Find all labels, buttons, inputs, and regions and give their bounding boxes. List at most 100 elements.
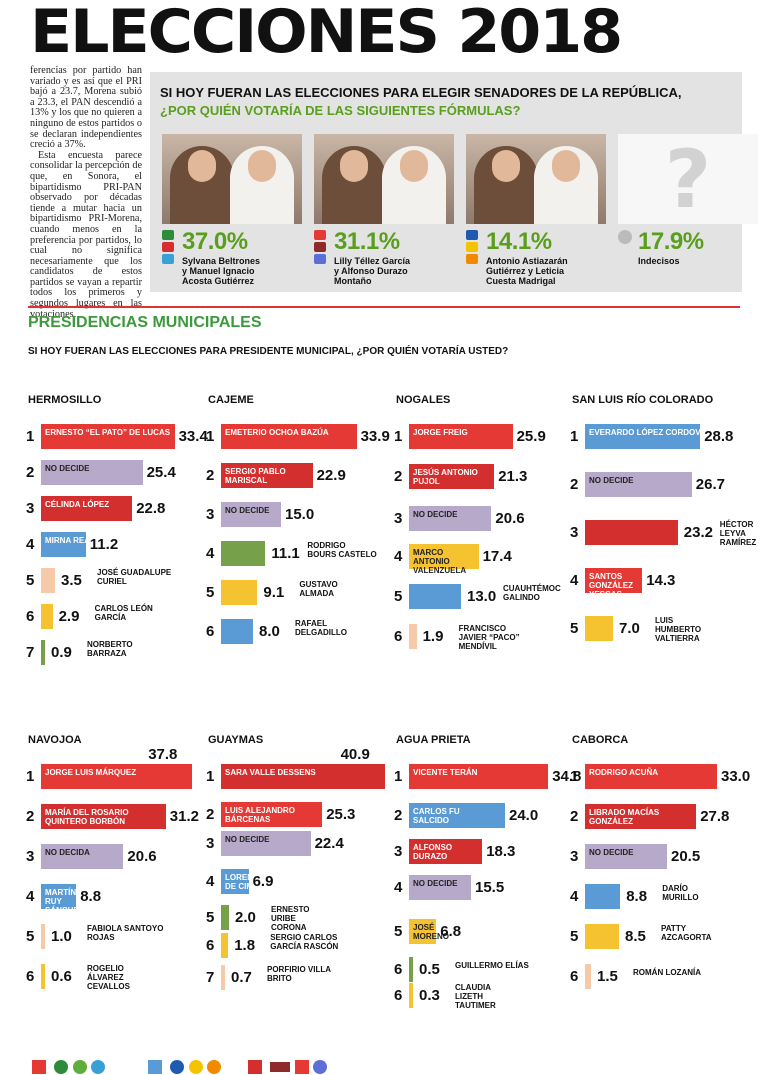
chart-entry: 3 NO DECIDE 15.0 [206,490,388,530]
value-label: 11.2 [89,536,119,553]
bar: SARA VALLE DESSENS [221,764,385,789]
bar [409,957,413,982]
value-label: 1.5 [597,968,618,985]
chart-entry: 4 8.8 DARÍO MURILLO [570,872,752,912]
legend-swatch-red [32,1059,46,1074]
rank-number: 6 [206,937,215,954]
chart-entry: 5 JOSÉ MORENO 6.8 [394,907,576,947]
bar: MARCO ANTONIO VALENZUELA [409,544,479,575]
candidate-name-line: Acosta Gutiérrez [182,276,255,286]
value-label: 11.1 [271,545,300,562]
chart-entry: 3 NO DECIDA 20.6 [26,832,208,872]
value-label: 22.8 [136,500,166,517]
candidate-name-line: Indecisos [638,256,680,266]
rank-number: 2 [26,808,35,825]
bar: NO DECIDE [585,844,667,869]
candidate-label: FRANCISCO JAVIER “PACO” MENDÍVIL [458,624,520,651]
bar-label: JORGE LUIS MÁRQUEZ [45,768,137,777]
chart-entry: 4 MARCO ANTONIO VALENZUELA 17.4 [394,532,576,575]
bar: ALFONSO DURAZO [409,839,483,864]
chart-entry: 2 MARÍA DEL ROSARIO QUINTERO BORBÓN 31.2 [26,792,208,832]
value-label: 17.4 [482,548,512,565]
candidate-names: Lilly Téllez García y Alfonso Durazo Monta… [334,256,410,286]
candidate-name-line: Cuesta Madrigal [486,276,556,286]
section-title: PRESIDENCIAS MUNICIPALES [28,314,262,331]
value-label: 22.9 [316,467,346,484]
bar [221,933,229,958]
value-label: 25.3 [326,806,356,823]
candidate-name-line: Gutiérrez y Leticia [486,266,565,276]
bar: EVERARDO LÓPEZ CORDOVA [585,424,706,449]
candidate-name-line: Sylvana Beltrones [182,256,261,266]
value-label: 1.8 [234,937,256,954]
party-logo-icon [314,254,326,264]
rank-number: 6 [394,961,403,978]
bar: MARTÍN RUY SÁNCHEZ [41,884,84,915]
rank-number: 6 [394,628,403,645]
value-label: 0.9 [51,644,72,661]
bar [585,520,678,545]
rank-number: 2 [26,464,35,481]
city-name: CABORCA [572,734,629,746]
candidate-name-line: y Manuel Ignacio [182,266,255,276]
value-label: 0.7 [231,969,252,986]
rank-number: 2 [570,476,579,493]
bar: CARLOS FU SALCIDO [409,803,505,828]
party-logo-icon [54,1059,69,1074]
party-logo-icon [162,242,174,252]
chart-entry: 1 RODRIGO ACUÑA 33.0 [570,752,752,792]
chart-entry: 2 LIBRADO MACÍAS GONZÁLEZ 27.8 [570,792,752,832]
value-label: 14.3 [646,572,676,589]
chart-entry: 3 ALFONSO DURAZO 18.3 [394,827,576,867]
city-name: GUAYMAS [208,734,264,746]
candidate-label: RODRIGO BOURS CASTELO [307,541,377,559]
rank-number: 6 [26,608,35,625]
party-logo-icon [162,254,174,264]
rank-number: 4 [394,879,403,896]
rank-number: 3 [394,510,403,527]
value-label: 25.4 [146,464,176,481]
bar-label: NO DECIDA [45,848,90,857]
candidate-name-line: Montaño [334,276,372,286]
party-logo-icon [466,254,478,264]
rank-number: 1 [570,428,579,445]
value-label: 6.8 [440,923,462,940]
bar: LORENZO DE CIMA [221,869,264,894]
legend-swatch-blue [148,1059,162,1074]
bar [409,983,413,1008]
bar: JESÚS ANTONIO PUJOL [409,464,495,489]
party-logos [162,230,178,266]
bar-label: MARTÍN RUY SÁNCHEZ [45,888,84,915]
value-label: 0.3 [419,987,440,1004]
city-name: NOGALES [396,394,451,406]
rank-number: 2 [394,468,403,485]
rank-number: 3 [206,835,215,852]
value-label: 8.0 [259,623,280,640]
bar [409,584,461,609]
party-logo-icon [188,1059,203,1074]
bar: VICENTE TERÁN [409,764,549,789]
rank-number: 5 [26,928,35,945]
chart-entry: 2 JESÚS ANTONIO PUJOL 21.3 [394,452,576,492]
candidate-percent: 31.1% [334,228,400,255]
candidate-label: FABIOLA SANTOYO ROJAS [87,924,164,942]
party-logo-icon [466,242,478,252]
bar [585,616,613,641]
chart-entry: 1 EMETERIO OCHOA BAZÚA 33.9 [206,412,390,452]
rank-number: 5 [394,588,403,605]
bar: RODRIGO ACUÑA [585,764,717,789]
value-label: 15.5 [475,879,505,896]
rank-number: 2 [570,808,579,825]
chart-entry: 1 JORGE FREIG 25.9 [394,412,576,452]
value-label: 1.9 [422,628,444,645]
bar-label: LORENZO DE CIMA [225,873,265,891]
bar: SANTOS GONZÁLEZ YESCAS [585,568,643,599]
intro-paragraph-1: ferencias por partido han variado y es a… [30,65,142,151]
rank-number: 6 [394,987,403,1004]
chart-entry: 5 7.0 LUIS HUMBERTO VALTIERRA [570,604,752,644]
bar [409,624,417,649]
bar: NO DECIDE [41,460,143,485]
bar-label: NO DECIDE [589,476,634,485]
bar-label: NO DECIDE [45,464,90,473]
candidate-label: NORBERTO BARRAZA [87,640,133,658]
